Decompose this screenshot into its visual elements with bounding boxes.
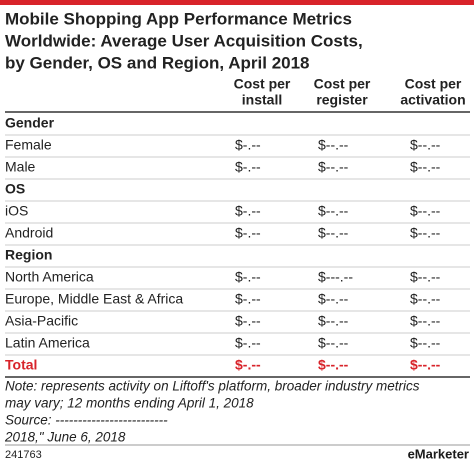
cell-value: $--.-- xyxy=(410,137,441,153)
row-label: Male xyxy=(5,159,36,175)
logo: eMarketer xyxy=(408,446,469,461)
cell-value: $---.-- xyxy=(318,269,353,285)
cell-value: $--.-- xyxy=(410,291,441,307)
cell-value: $-.-- xyxy=(235,313,261,329)
cell-value: $--.-- xyxy=(410,225,441,241)
total-value: $--.-- xyxy=(318,357,349,373)
column-header: install xyxy=(242,92,282,108)
cell-value: $--.-- xyxy=(318,335,349,351)
column-header: Cost per xyxy=(405,76,462,92)
cell-value: $--.-- xyxy=(318,291,349,307)
row-label: Latin America xyxy=(5,335,90,351)
cell-value: $--.-- xyxy=(318,225,349,241)
cell-value: $--.-- xyxy=(318,159,349,175)
note-line: Note: represents activity on Liftoff's p… xyxy=(5,379,420,394)
row-label: iOS xyxy=(5,203,28,219)
chart-id: 241763 xyxy=(5,449,42,461)
row-label: Europe, Middle East & Africa xyxy=(5,291,183,307)
note-line: may vary; 12 months ending April 1, 2018 xyxy=(5,396,254,411)
note-line: Source: ------------------------- xyxy=(5,413,168,428)
cell-value: $-.-- xyxy=(235,269,261,285)
title-line: Worldwide: Average User Acquisition Cost… xyxy=(5,31,363,50)
total-value: $--.-- xyxy=(410,357,441,373)
column-header: Cost per xyxy=(234,76,291,92)
cell-value: $--.-- xyxy=(318,313,349,329)
cell-value: $--.-- xyxy=(318,137,349,153)
cell-value: $-.-- xyxy=(235,159,261,175)
section-label: Region xyxy=(5,247,52,263)
note-line: 2018," June 6, 2018 xyxy=(4,430,126,445)
title-line: by Gender, OS and Region, April 2018 xyxy=(5,53,310,72)
total-label: Total xyxy=(5,357,37,373)
row-label: Android xyxy=(5,225,53,241)
row-label: Asia-Pacific xyxy=(5,313,78,329)
cell-value: $--.-- xyxy=(318,203,349,219)
cell-value: $--.-- xyxy=(410,203,441,219)
cell-value: $-.-- xyxy=(235,335,261,351)
cell-value: $-.-- xyxy=(235,203,261,219)
cell-value: $-.-- xyxy=(235,225,261,241)
section-label: OS xyxy=(5,181,25,197)
title-line: Mobile Shopping App Performance Metrics xyxy=(5,9,352,28)
cell-value: $--.-- xyxy=(410,269,441,285)
row-label: Female xyxy=(5,137,52,153)
section-label: Gender xyxy=(5,115,55,131)
cell-value: $--.-- xyxy=(410,313,441,329)
column-header: Cost per xyxy=(314,76,371,92)
cell-value: $--.-- xyxy=(410,335,441,351)
column-header: register xyxy=(316,92,368,108)
total-value: $-.-- xyxy=(235,357,261,373)
row-label: North America xyxy=(5,269,94,285)
cell-value: $--.-- xyxy=(410,159,441,175)
cell-value: $-.-- xyxy=(235,291,261,307)
column-header: activation xyxy=(400,92,465,108)
top-bar xyxy=(0,0,474,5)
cell-value: $-.-- xyxy=(235,137,261,153)
